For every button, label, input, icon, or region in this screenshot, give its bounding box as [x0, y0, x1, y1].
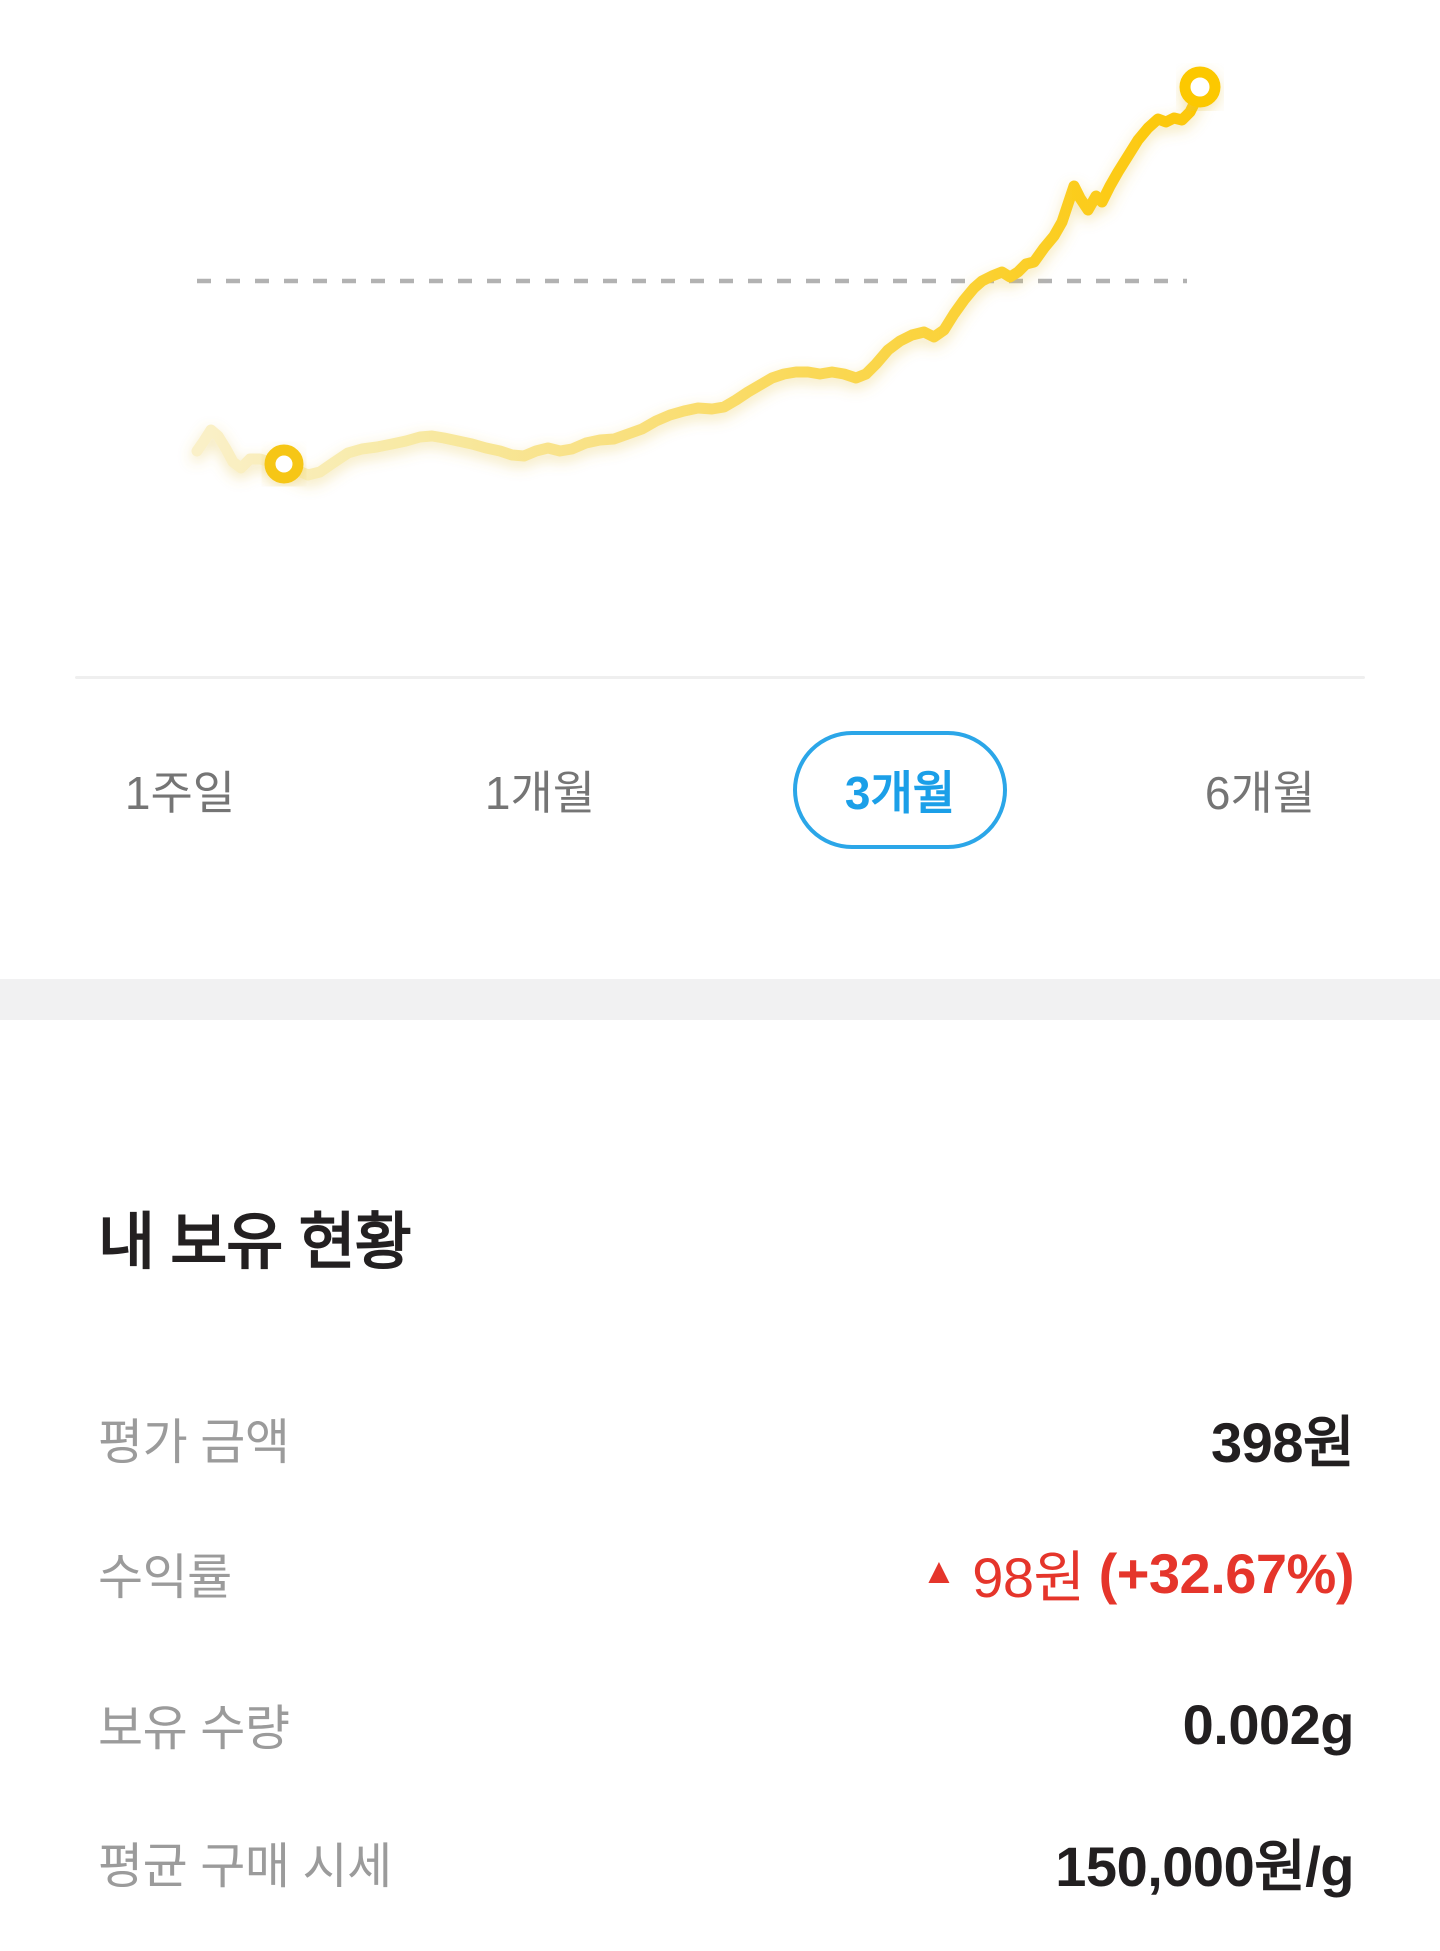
row-average-purchase-price: 평균 구매 시세 150,000원/g	[98, 1830, 1354, 1898]
valuation-amount-label: 평가 금액	[98, 1415, 290, 1470]
tab-6months-label: 6개월	[1204, 767, 1316, 819]
tab-1week-label: 1주일	[124, 767, 236, 819]
tab-1month-label: 1개월	[484, 767, 596, 819]
holdings-section-title: 내 보유 현황	[98, 1208, 412, 1277]
holding-quantity-label: 보유 수량	[98, 1701, 290, 1756]
price-line-markers	[264, 66, 1221, 484]
tab-6months[interactable]: 6개월	[1080, 728, 1440, 852]
return-rate-label: 수익률	[98, 1550, 232, 1605]
valuation-amount-value: 398원	[1211, 1410, 1354, 1474]
return-amount: 98원	[972, 1545, 1085, 1609]
up-triangle-icon: ▲	[921, 1550, 957, 1591]
price-point-marker	[264, 444, 304, 484]
price-point-marker	[1179, 66, 1221, 108]
average-purchase-price-label: 평균 구매 시세	[98, 1839, 392, 1894]
holding-quantity-value: 0.002g	[1182, 1692, 1355, 1756]
average-purchase-price-value: 150,000원/g	[1055, 1834, 1354, 1898]
tab-3months[interactable]: 3개월	[720, 728, 1080, 852]
tab-3months-selected-pill: 3개월	[793, 731, 1007, 849]
tab-1month[interactable]: 1개월	[360, 728, 720, 852]
period-tabs: 1주일 1개월 3개월 6개월	[0, 728, 1440, 852]
tab-3months-label: 3개월	[844, 767, 956, 819]
return-percent: (+32.67%)	[1098, 1541, 1355, 1605]
section-separator-band	[0, 979, 1440, 1020]
return-rate-value: ▲ 98원 (+32.67%)	[921, 1533, 1354, 1614]
tab-1week[interactable]: 1주일	[0, 728, 360, 852]
price-chart[interactable]	[0, 0, 1440, 677]
price-line	[191, 81, 1206, 481]
row-valuation-amount: 평가 금액 398원	[98, 1406, 1354, 1474]
row-return-rate: 수익률 ▲ 98원 (+32.67%)	[98, 1541, 1355, 1609]
price-chart-svg[interactable]	[0, 0, 1440, 677]
chart-divider	[75, 676, 1365, 679]
row-holding-quantity: 보유 수량 0.002g	[98, 1692, 1355, 1756]
